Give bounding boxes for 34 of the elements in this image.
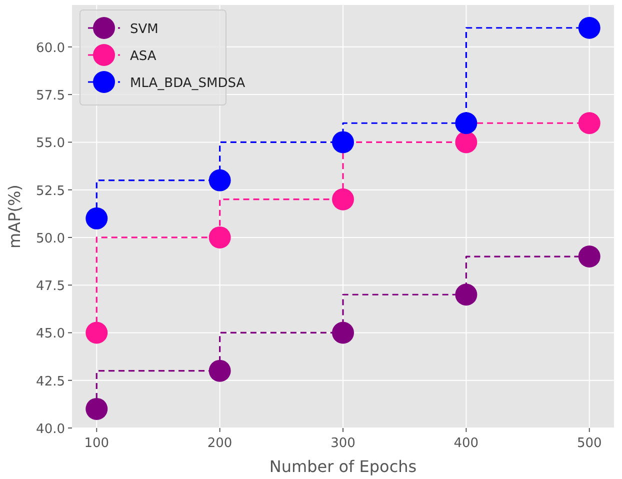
- point: [208, 169, 231, 192]
- y-tick-label: 45.0: [36, 326, 65, 342]
- y-tick-label: 40.0: [36, 422, 65, 437]
- point: [86, 207, 108, 230]
- point: [86, 322, 108, 344]
- point: [578, 112, 600, 134]
- point: [86, 398, 108, 420]
- point: [578, 16, 600, 39]
- x-tick-label: 400: [454, 436, 479, 451]
- legend-label: MLA_BDA_SMDSA: [130, 76, 246, 91]
- point: [332, 322, 354, 344]
- y-tick-label: 50.0: [36, 231, 65, 246]
- x-axis-title: Number of Epochs: [269, 457, 417, 476]
- point: [332, 188, 354, 210]
- y-axis-title: mAP(%): [5, 184, 24, 248]
- point: [455, 112, 478, 134]
- point: [332, 131, 354, 154]
- y-tick-label: 47.5: [36, 279, 65, 294]
- y-tick-label: 55.0: [36, 136, 65, 152]
- point: [455, 284, 478, 306]
- point: [208, 226, 231, 248]
- point: [455, 131, 478, 154]
- x-tick-label: 500: [576, 436, 602, 451]
- y-tick-label: 57.5: [36, 88, 65, 104]
- y-tick-label: 52.5: [36, 184, 65, 199]
- legend-label: SVM: [130, 22, 158, 37]
- y-tick-label: 60.0: [36, 40, 65, 56]
- x-tick-label: 200: [207, 436, 232, 451]
- point: [208, 360, 231, 382]
- x-tick-label: 300: [330, 436, 356, 451]
- legend-label: ASA: [130, 49, 156, 64]
- x-tick-label: 100: [84, 436, 110, 451]
- y-tick-label: 42.5: [36, 374, 65, 390]
- point: [578, 246, 600, 268]
